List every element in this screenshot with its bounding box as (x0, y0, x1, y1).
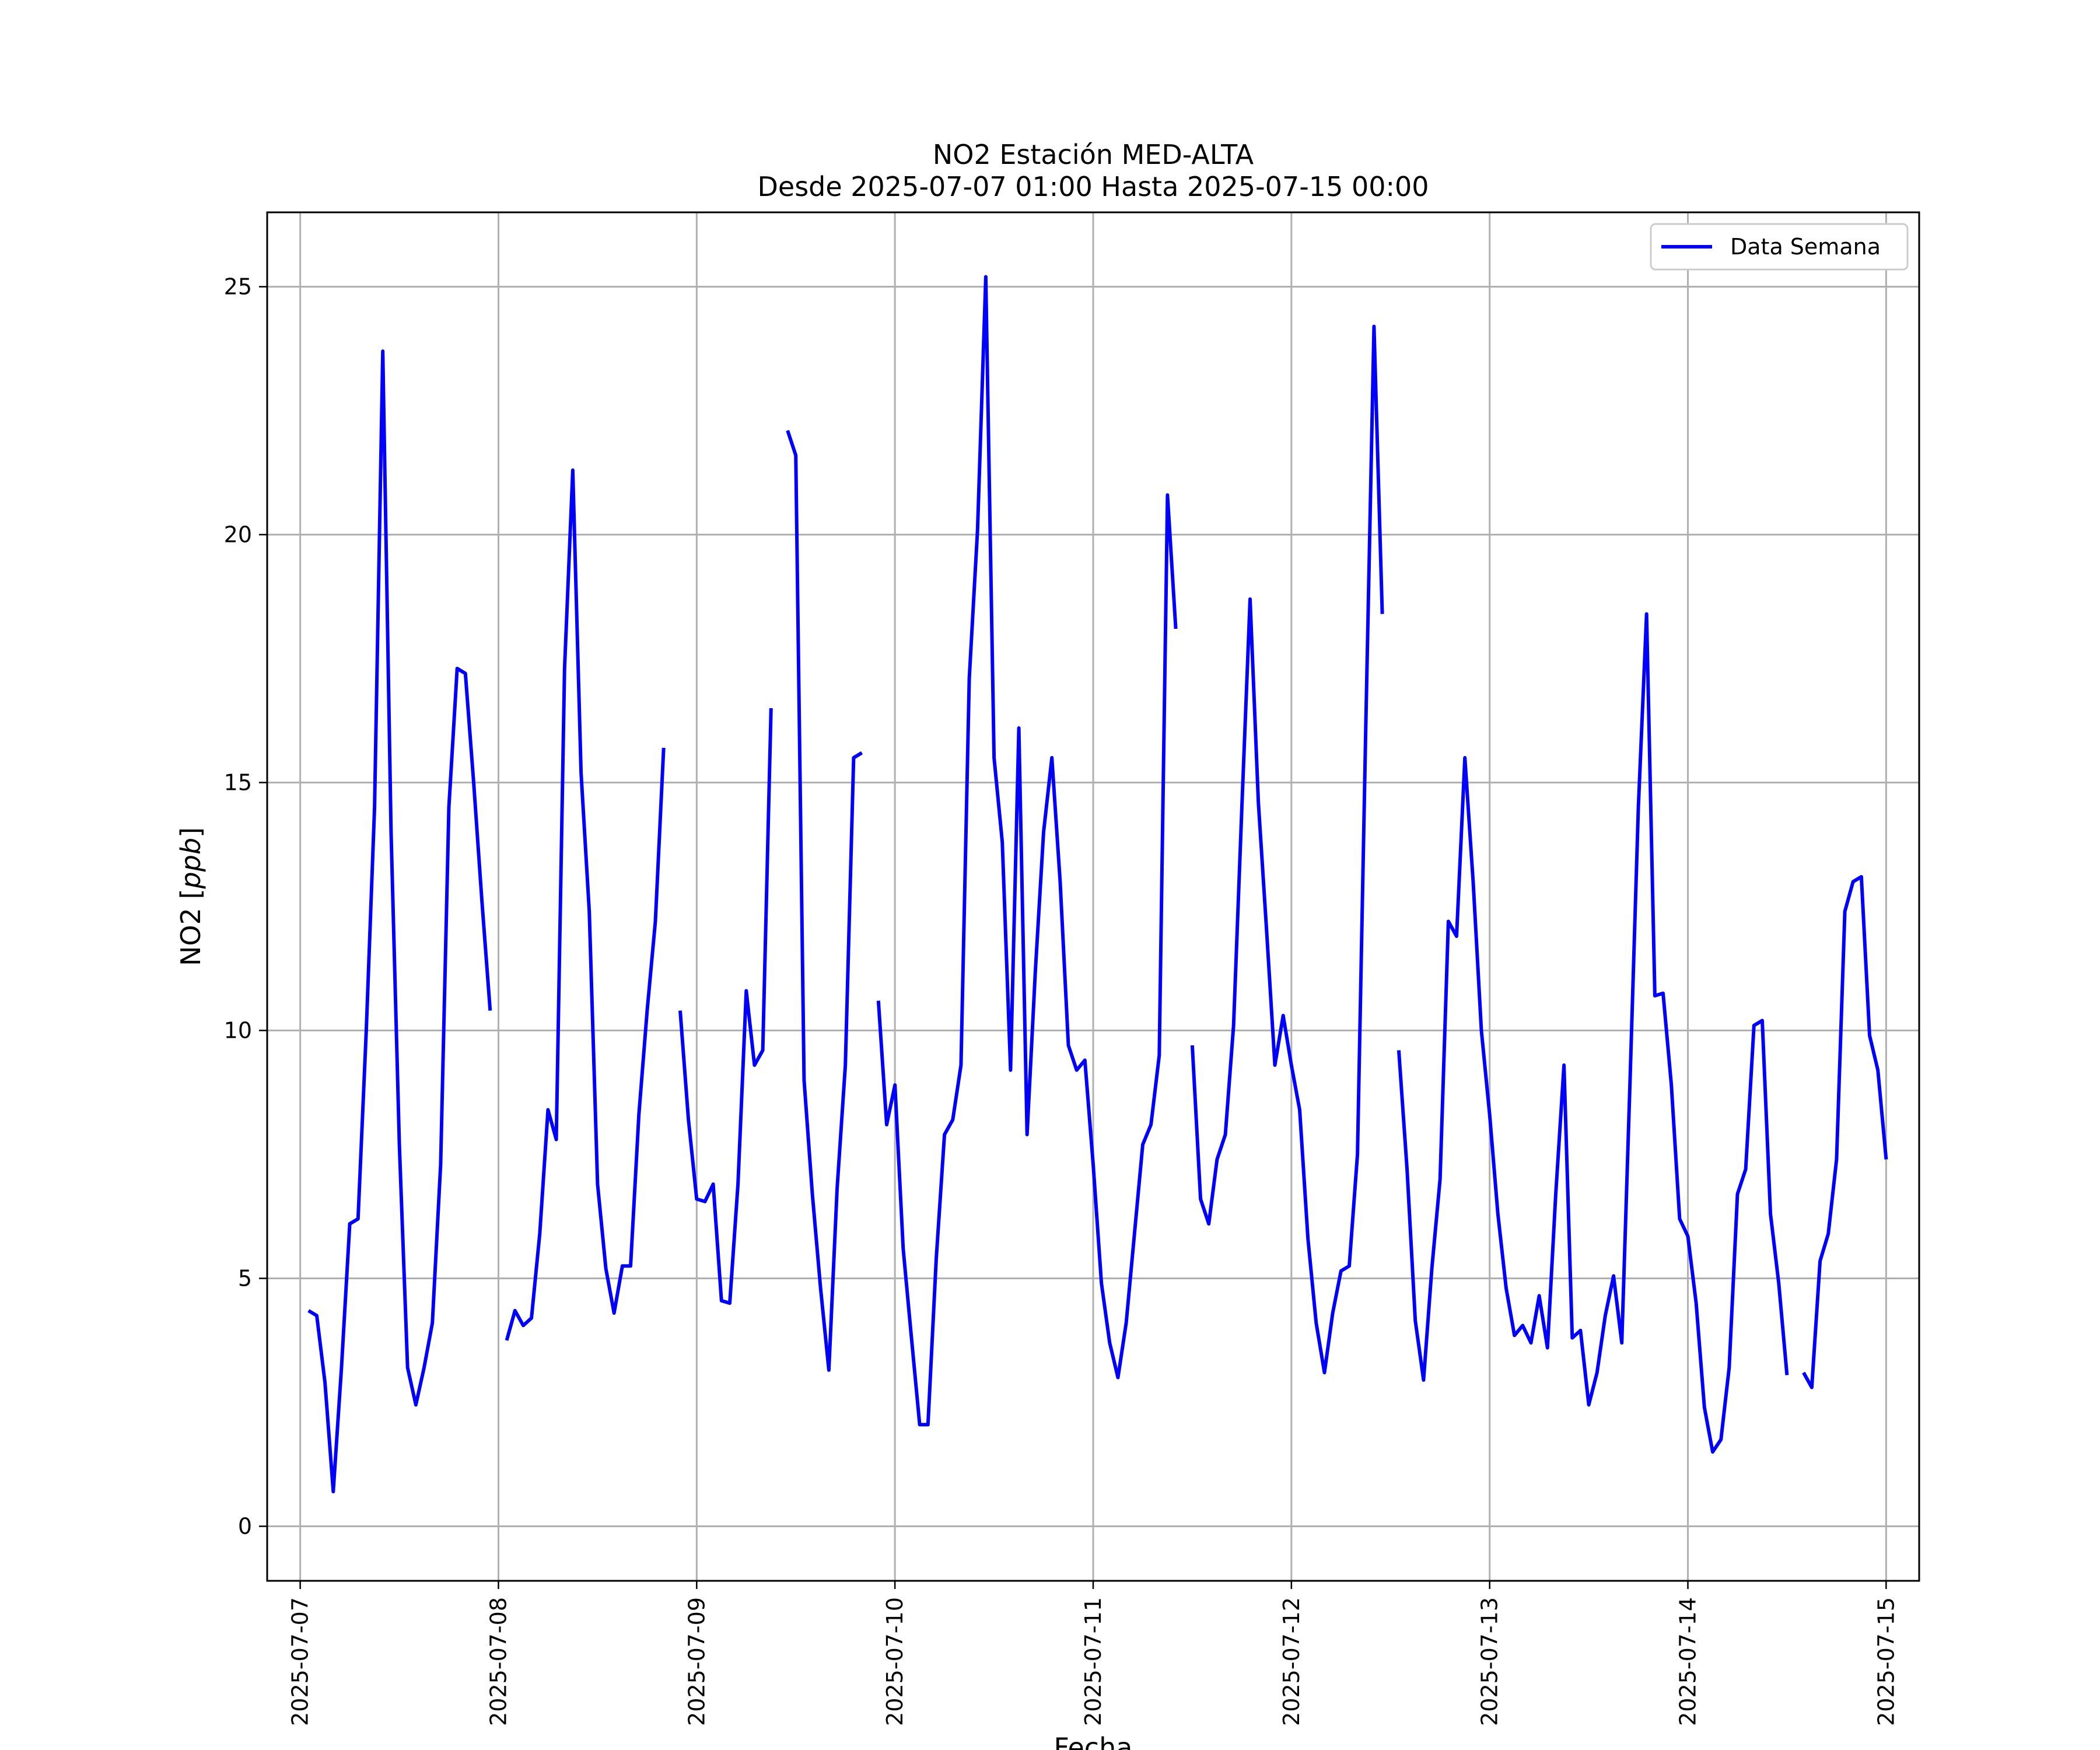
series-line-segment (505, 468, 666, 1341)
x-tick-label: 2025-07-11 (1080, 1597, 1106, 1726)
series-line-segment (1190, 324, 1384, 1374)
series-line-segment (786, 430, 863, 1372)
x-tick-label: 2025-07-14 (1675, 1597, 1701, 1726)
x-tick-label: 2025-07-12 (1279, 1597, 1304, 1726)
series-line-segment (876, 275, 1178, 1427)
chart-title: NO2 Estación MED-ALTA (933, 139, 1254, 170)
y-tick-label: 10 (224, 1018, 252, 1044)
x-tick-label: 2025-07-13 (1477, 1597, 1503, 1726)
legend-box (1650, 223, 1909, 271)
x-axis-ticks: 2025-07-07 2025-07-08 2025-07-09 2025-07-10… (288, 1581, 1899, 1726)
y-tick-label: 0 (238, 1514, 252, 1539)
x-axis-label: Fecha (1054, 1732, 1133, 1750)
x-tick-label: 2025-07-09 (684, 1597, 709, 1726)
series-line-segment (678, 708, 773, 1305)
x-tick-label: 2025-07-15 (1873, 1597, 1899, 1726)
series-line-segment (1802, 875, 1888, 1390)
y-axis-label-prefix: NO2 [ (175, 889, 206, 966)
y-tick-label: 20 (224, 522, 252, 548)
y-axis-label-unit: ppb (175, 838, 206, 890)
grid (267, 212, 1919, 1581)
legend-label-data-semana: Data Semana (1730, 234, 1881, 260)
chart-subtitle: Desde 2025-07-07 01:00 Hasta 2025-07-15 … (757, 171, 1429, 202)
y-tick-label: 25 (224, 274, 252, 300)
series-layer (307, 275, 1888, 1493)
series-line-segment (307, 349, 492, 1493)
x-tick-label: 2025-07-10 (882, 1597, 908, 1726)
y-axis-ticks: 0 5 10 15 20 25 (224, 274, 267, 1539)
y-tick-label: 5 (238, 1266, 252, 1292)
legend: Data Semana (1650, 223, 1909, 271)
series-line-segment (1396, 612, 1789, 1454)
y-axis-label: NO2 [ppb] (175, 827, 206, 966)
x-tick-label: 2025-07-08 (485, 1597, 511, 1726)
y-tick-label: 15 (224, 770, 252, 796)
x-tick-label: 2025-07-07 (288, 1597, 313, 1726)
y-axis-label-suffix: ] (175, 827, 206, 838)
